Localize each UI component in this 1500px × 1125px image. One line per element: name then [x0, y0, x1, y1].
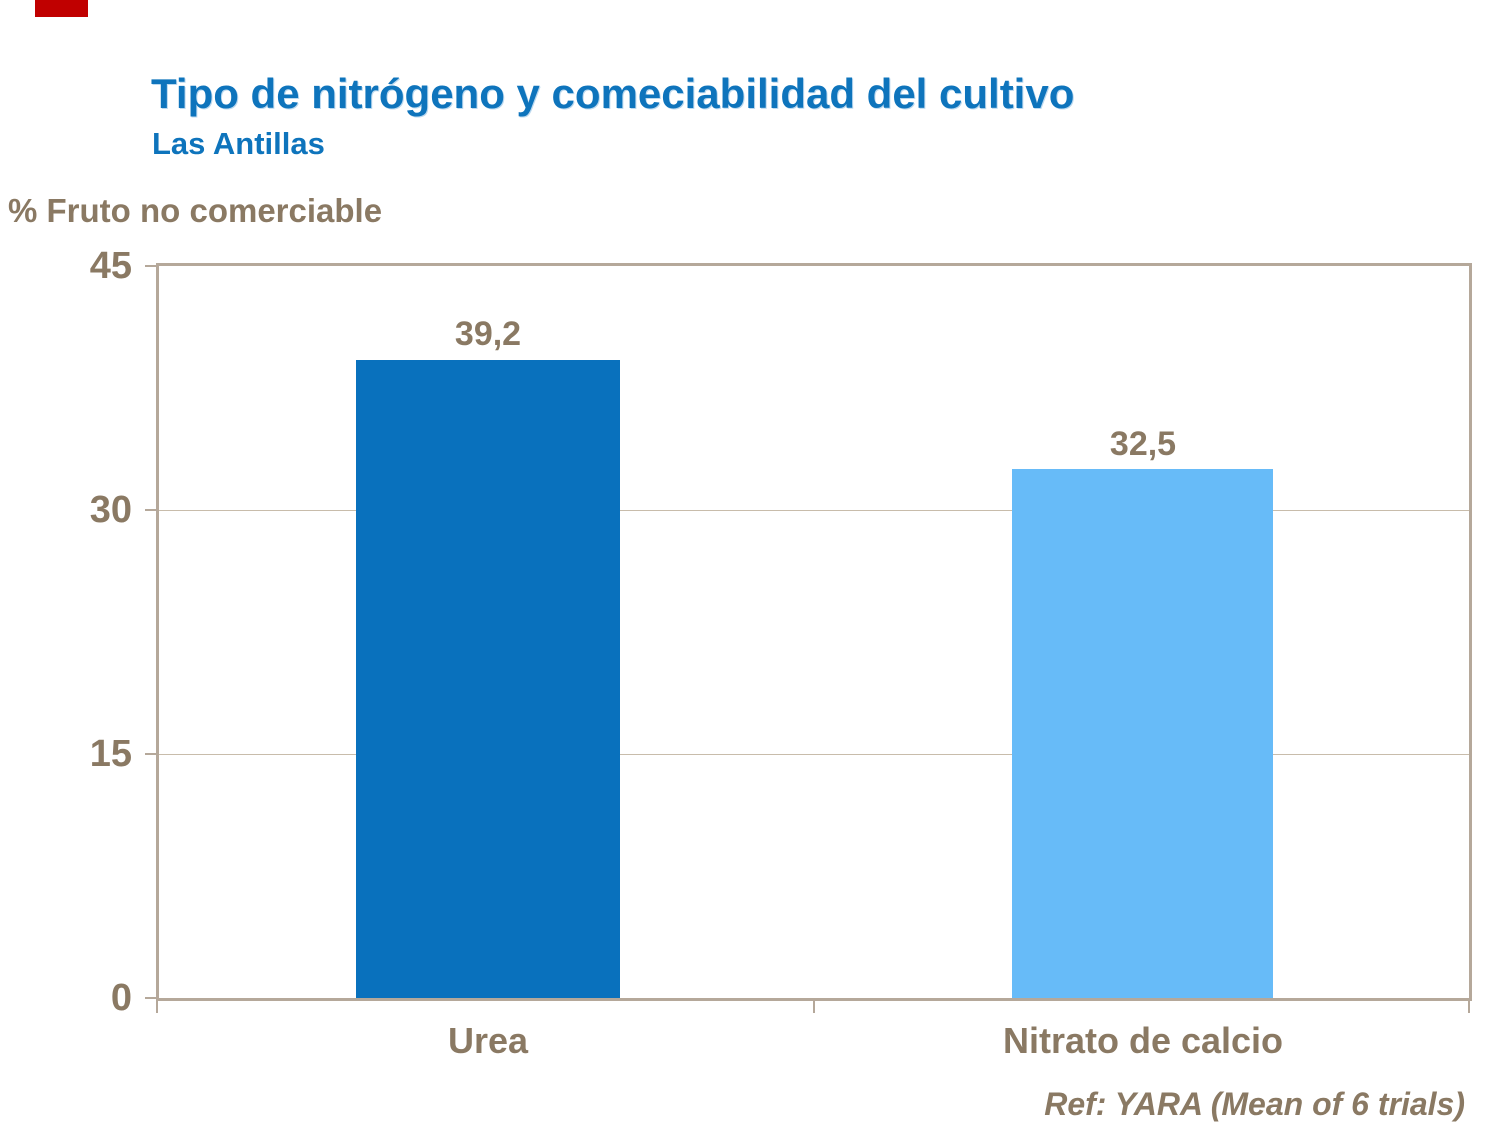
x-category-label-urea: Urea	[447, 1020, 529, 1061]
y-tick-label-0: 0	[110, 977, 132, 1019]
y-tick-label-30: 30	[89, 489, 132, 531]
x-tick-mark-right	[1468, 999, 1470, 1013]
corner-red-marker	[35, 0, 88, 17]
x-tick-mark-middle	[813, 999, 815, 1013]
bar-value-label-urea: 39,2	[454, 315, 522, 353]
gridline-15	[159, 754, 1469, 756]
y-tick-mark-0	[145, 997, 158, 999]
x-category-label-nitrato: Nitrato de calcio	[1002, 1020, 1284, 1061]
y-tick-label-15: 15	[89, 733, 132, 775]
y-axis-label: % Fruto no comerciable	[8, 192, 383, 229]
bar-urea	[356, 360, 620, 998]
bar-value-label-nitrato: 32,5	[1109, 425, 1177, 463]
y-tick-mark-30	[145, 509, 158, 511]
chart-subtitle: Las Antillas	[152, 126, 325, 161]
gridline-30	[159, 509, 1469, 511]
plot-area	[156, 263, 1472, 1001]
y-tick-label-45: 45	[89, 245, 132, 287]
bar-nitrato-de-calcio	[1012, 469, 1273, 998]
reference-note: Ref: YARA (Mean of 6 trials)	[1044, 1086, 1465, 1122]
x-tick-mark-left	[156, 999, 158, 1013]
y-tick-mark-15	[145, 753, 158, 755]
chart-title: Tipo de nitrógeno y comeciabilidad del c…	[151, 70, 1075, 117]
y-tick-mark-45	[145, 265, 158, 267]
